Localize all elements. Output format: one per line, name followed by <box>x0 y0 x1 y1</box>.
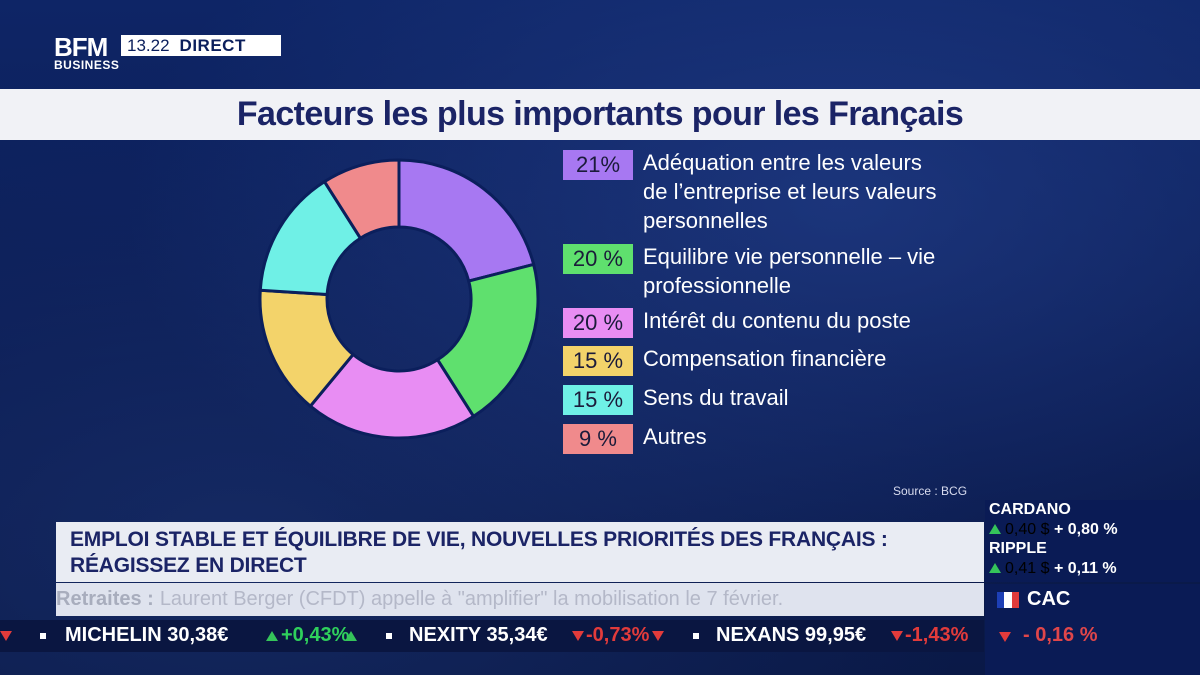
news-keyword: Retraites : <box>56 588 154 610</box>
legend-percent: 20 % <box>563 244 633 274</box>
headline-line-2: RÉAGISSEZ EN DIRECT <box>70 554 307 577</box>
separator-icon <box>386 633 392 639</box>
legend-label-line: Autres <box>643 424 707 449</box>
down-arrow-icon <box>891 631 903 641</box>
index-panel: CAC - 0,16 % <box>985 584 1200 675</box>
headline-banner: EMPLOI STABLE ET ÉQUILIBRE DE VIE, NOUVE… <box>56 522 984 582</box>
crypto-name: RIPPLE <box>989 540 1047 557</box>
ticker-item: NEXANS 99,95€ <box>716 624 866 647</box>
donut-slice <box>308 352 476 440</box>
legend-label-line: Adéquation entre les valeurs <box>643 150 922 175</box>
news-text: Laurent Berger (CFDT) appelle à "amplifi… <box>159 588 784 610</box>
donut-slice <box>435 262 540 419</box>
separator-icon <box>693 633 699 639</box>
up-arrow-icon <box>989 563 1001 573</box>
ticker-price: 30,38€ <box>167 624 229 646</box>
crypto-price: 0,41 $ <box>1005 560 1050 577</box>
french-flag-icon <box>997 592 1019 608</box>
clock-time: 13.22 <box>127 35 170 55</box>
legend-label-line: professionnelle <box>643 273 791 298</box>
crypto-price: 0,40 $ <box>1005 521 1050 538</box>
legend-label-line: Equilibre vie personnelle – vie <box>643 244 936 269</box>
legend-label: Sens du travail <box>643 383 973 415</box>
donut-slice <box>322 158 401 241</box>
crypto-value: 0,40 $ + 0,80 % <box>1005 521 1118 539</box>
ticker-item: MICHELIN 30,38€ <box>65 624 228 647</box>
up-arrow-icon <box>989 524 1001 534</box>
live-label: DIRECT <box>179 35 246 55</box>
chart-title: Facteurs les plus importants pour les Fr… <box>236 95 964 133</box>
crypto-value: 0,41 $ + 0,11 % <box>1005 560 1117 578</box>
title-bar: Facteurs les plus importants pour les Fr… <box>0 89 1200 140</box>
headline-line-1: EMPLOI STABLE ET ÉQUILIBRE DE VIE, NOUVE… <box>70 528 888 551</box>
index-name: CAC <box>1027 588 1071 610</box>
down-arrow-icon <box>572 631 584 641</box>
legend-label-line: de l’entreprise et leurs valeurs <box>643 179 937 204</box>
crypto-change: + 0,80 % <box>1053 521 1118 538</box>
legend-label: Compensation financière <box>643 344 973 376</box>
time-live-box: 13.22 DIRECT <box>121 35 281 56</box>
legend-label: Autres <box>643 422 973 454</box>
donut-slice <box>397 158 536 283</box>
source-note: Source : BCG <box>893 484 968 498</box>
crypto-change: + 0,11 % <box>1053 560 1117 577</box>
legend-percent: 15 % <box>563 385 633 415</box>
legend-label-line: personnelles <box>643 208 768 233</box>
legend-label-line: Intérêt du contenu du poste <box>643 308 911 333</box>
legend-item: 21% Adéquation entre les valeurs de l’entr… <box>563 148 973 235</box>
logo-sub: BUSINESS <box>54 58 120 72</box>
legend-percent: 21% <box>563 150 633 180</box>
separator-icon <box>40 633 46 639</box>
legend-label-line: Sens du travail <box>643 385 789 410</box>
legend-label: Intérêt du contenu du poste <box>643 306 973 338</box>
legend-label-line: Compensation financière <box>643 346 887 371</box>
down-arrow-icon <box>999 632 1011 642</box>
down-arrow-icon <box>0 631 12 641</box>
legend-item: 15 % Sens du travail <box>563 383 973 415</box>
legend-percent: 9 % <box>563 424 633 454</box>
ticker-change: +0,43% <box>281 624 350 646</box>
logo-main: BFM <box>54 32 108 62</box>
up-arrow-icon <box>266 631 278 641</box>
donut-chart <box>258 158 540 440</box>
headline-text: EMPLOI STABLE ET ÉQUILIBRE DE VIE, NOUVE… <box>70 527 888 579</box>
index-change: - 0,16 % <box>1023 624 1098 646</box>
legend-item: 15 % Compensation financière <box>563 344 973 376</box>
crypto-panel: CARDANO 0,40 $ + 0,80 % RIPPLE 0,41 $ + … <box>985 500 1200 582</box>
ticker-price: 99,95€ <box>804 624 867 646</box>
ticker-change: -1,43% <box>905 624 969 646</box>
news-line: Retraites : Laurent Berger (CFDT) appell… <box>56 583 984 616</box>
ticker-name: MICHELIN <box>65 624 162 646</box>
legend-percent: 15 % <box>563 346 633 376</box>
crypto-row: CARDANO <box>989 501 1071 519</box>
ticker-item: NEXITY 35,34€ <box>409 624 548 647</box>
ticker-name: NEXITY <box>409 624 481 646</box>
legend-label: Adéquation entre les valeurs de l’entrepr… <box>643 148 973 235</box>
ticker-price: 35,34€ <box>486 624 548 646</box>
legend-item: 9 % Autres <box>563 422 973 454</box>
legend-percent: 20 % <box>563 308 633 338</box>
down-arrow-icon <box>652 631 664 641</box>
ticker-name: NEXANS <box>716 624 800 646</box>
stock-ticker: MICHELIN 30,38€ +0,43% NEXITY 35,34€ -0,… <box>0 620 984 652</box>
legend-label: Equilibre vie personnelle – vie professio… <box>643 242 973 300</box>
legend-item: 20 % Equilibre vie personnelle – vie profe… <box>563 242 973 300</box>
crypto-row: RIPPLE <box>989 540 1047 558</box>
ticker-change: -0,73% <box>586 624 650 646</box>
channel-logo: BFM BUSINESS <box>54 34 119 71</box>
crypto-name: CARDANO <box>989 501 1071 518</box>
legend-item: 20 % Intérêt du contenu du poste <box>563 306 973 338</box>
up-arrow-icon <box>345 631 357 641</box>
